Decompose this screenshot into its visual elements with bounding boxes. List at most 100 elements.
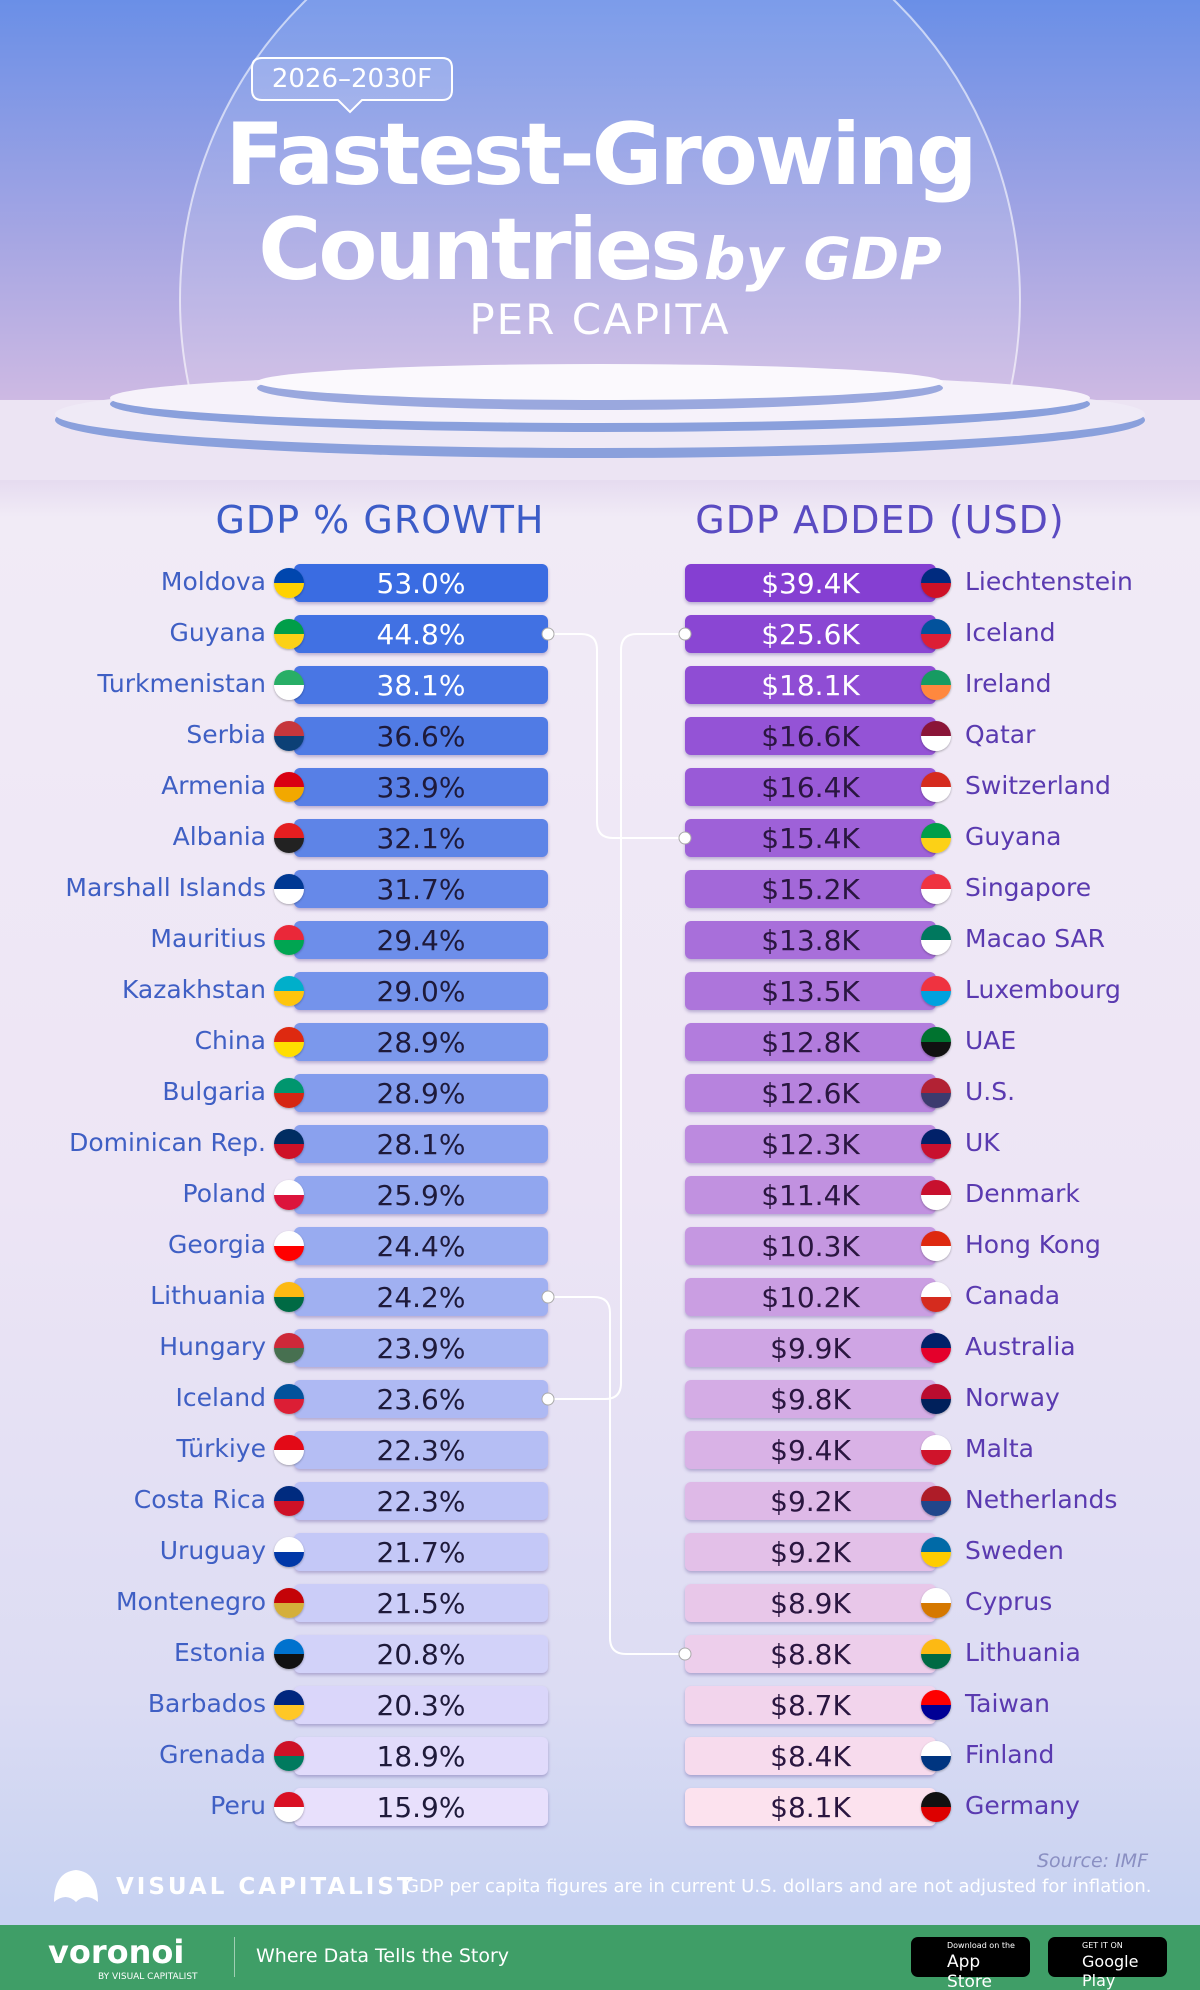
growth-bar: 28.9% (294, 1074, 548, 1112)
flag (921, 1588, 951, 1618)
country-name: Ireland (965, 669, 1052, 698)
country-name: UAE (965, 1026, 1017, 1055)
country-name: Peru (210, 1791, 266, 1820)
country-name: Canada (965, 1281, 1061, 1310)
growth-bar: 25.9% (294, 1176, 548, 1214)
flag (274, 721, 304, 751)
growth-bar: 23.9% (294, 1329, 548, 1367)
title-by: by GDP (703, 225, 942, 293)
country-name: Kazakhstan (121, 975, 266, 1004)
growth-bar: 32.1% (294, 819, 548, 857)
google-label: Google Play (1082, 1952, 1139, 1990)
growth-bar: 21.5% (294, 1584, 548, 1622)
connector (548, 633, 685, 1400)
gdp-added-bar: $12.6K (685, 1074, 936, 1112)
country-name: Switzerland (965, 771, 1111, 800)
gdp-added-bar: $39.4K (685, 564, 936, 602)
flag (274, 1333, 304, 1363)
note: GDP per capita figures are in current U.… (405, 1876, 1152, 1897)
left-heading: GDP % GROWTH (215, 498, 545, 542)
flag (921, 925, 951, 955)
flag (274, 619, 304, 649)
flag (274, 1690, 304, 1720)
country-name: Armenia (161, 771, 266, 800)
country-name: Taiwan (965, 1689, 1051, 1718)
connector-dot (541, 1290, 555, 1304)
brand: VISUAL CAPITALIST (116, 1874, 416, 1900)
flag (274, 1078, 304, 1108)
gdp-added-bar: $13.8K (685, 921, 936, 959)
country-name: Luxembourg (965, 975, 1121, 1004)
flag (274, 1537, 304, 1567)
connector-dot (678, 1647, 692, 1661)
flag (274, 925, 304, 955)
country-name: Iceland (175, 1383, 266, 1412)
flag (274, 874, 304, 904)
gdp-added-bar: $15.2K (685, 870, 936, 908)
flag (921, 1537, 951, 1567)
country-name: Lithuania (965, 1638, 1081, 1667)
flag (921, 1231, 951, 1261)
country-name: Singapore (965, 873, 1092, 902)
badge: 2026–2030F (271, 64, 433, 94)
gdp-added-bar: $8.1K (685, 1788, 936, 1826)
gdp-added-bar: $8.7K (685, 1686, 936, 1724)
flag (921, 1384, 951, 1414)
growth-bar: 29.0% (294, 972, 548, 1010)
flag (274, 976, 304, 1006)
growth-bar: 44.8% (294, 615, 548, 653)
growth-bar: 22.3% (294, 1431, 548, 1469)
voronoi: voronoi (48, 1933, 185, 1971)
flag (921, 1078, 951, 1108)
growth-bar: 18.9% (294, 1737, 548, 1775)
flag (921, 823, 951, 853)
gdp-added-bar: $9.4K (685, 1431, 936, 1469)
growth-bar: 29.4% (294, 921, 548, 959)
flag (921, 568, 951, 598)
country-name: UK (965, 1128, 1000, 1157)
country-name: Guyana (965, 822, 1062, 851)
gdp-added-bar: $11.4K (685, 1176, 936, 1214)
country-name: Costa Rica (133, 1485, 266, 1514)
gdp-added-bar: $9.2K (685, 1533, 936, 1571)
connector (548, 633, 685, 839)
flag (274, 1741, 304, 1771)
flag (921, 772, 951, 802)
google-small: GET IT ON (1082, 1941, 1123, 1950)
gdp-added-bar: $8.8K (685, 1635, 936, 1673)
country-name: Malta (965, 1434, 1034, 1463)
connector-dot (678, 831, 692, 845)
country-name: Hong Kong (965, 1230, 1101, 1259)
growth-bar: 33.9% (294, 768, 548, 806)
gdp-added-bar: $16.4K (685, 768, 936, 806)
gdp-added-bar: $12.8K (685, 1023, 936, 1061)
flag (274, 1282, 304, 1312)
google-play-button[interactable]: GET IT ON Google Play (1048, 1937, 1167, 1990)
country-name: Hungary (159, 1332, 266, 1361)
flag (274, 823, 304, 853)
country-name: Barbados (147, 1689, 266, 1718)
country-name: Dominican Rep. (69, 1128, 266, 1157)
growth-bar: 20.8% (294, 1635, 548, 1673)
flag (921, 1486, 951, 1516)
app-store-button[interactable]: Download on the App Store (911, 1937, 1030, 1990)
flag (921, 1180, 951, 1210)
header-art (0, 0, 1200, 480)
voronoi-sub: BY VISUAL CAPITALIST (98, 1972, 198, 1982)
growth-bar: 38.1% (294, 666, 548, 704)
gdp-added-bar: $8.4K (685, 1737, 936, 1775)
connector-dot (541, 1392, 555, 1406)
flag (274, 772, 304, 802)
gdp-added-bar: $18.1K (685, 666, 936, 704)
country-name: Cyprus (965, 1587, 1053, 1616)
tagline: Where Data Tells the Story (256, 1945, 510, 1967)
source: Source: IMF (1036, 1850, 1148, 1872)
country-name: Uruguay (159, 1536, 266, 1565)
flag (921, 874, 951, 904)
country-name: Marshall Islands (65, 873, 266, 902)
connector-dot (541, 627, 555, 641)
gdp-added-bar: $12.3K (685, 1125, 936, 1163)
flag (921, 1333, 951, 1363)
country-name: Finland (965, 1740, 1055, 1769)
